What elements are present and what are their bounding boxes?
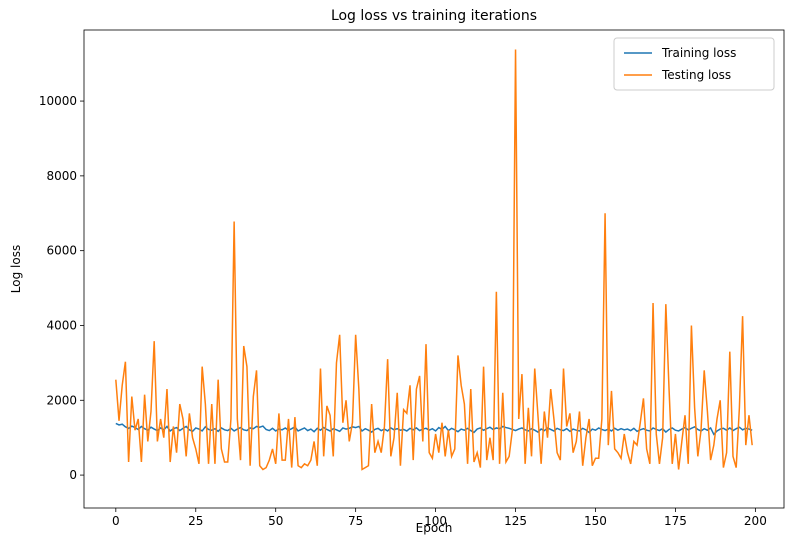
x-tick-label: 150 [584,514,607,528]
x-tick-label: 125 [504,514,527,528]
line-series [115,49,753,471]
legend-label: Testing loss [661,68,731,82]
x-tick-label: 100 [424,514,447,528]
y-tick-label: 6000 [46,244,77,258]
legend-label: Training loss [661,46,736,60]
chart-title: Log loss vs training iterations [331,8,537,24]
y-tick-label: 0 [69,468,77,482]
x-tick-label: 50 [268,514,283,528]
y-tick-label: 10000 [39,94,77,108]
plot-frame [83,29,785,509]
x-tick-label: 200 [744,514,767,528]
x-tick-label: 25 [188,514,203,528]
y-tick-label: 4000 [46,318,77,332]
x-tick-label: 0 [112,514,120,528]
legend-box [613,37,775,91]
y-tick-label: 2000 [46,393,77,407]
x-tick-label: 75 [348,514,363,528]
x-tick-label: 175 [664,514,687,528]
y-tick-label: 8000 [46,169,77,183]
legend: Training loss Testing loss [613,37,775,91]
x-axis-label: Epoch [416,521,453,535]
y-axis-label: Log loss [9,245,23,293]
